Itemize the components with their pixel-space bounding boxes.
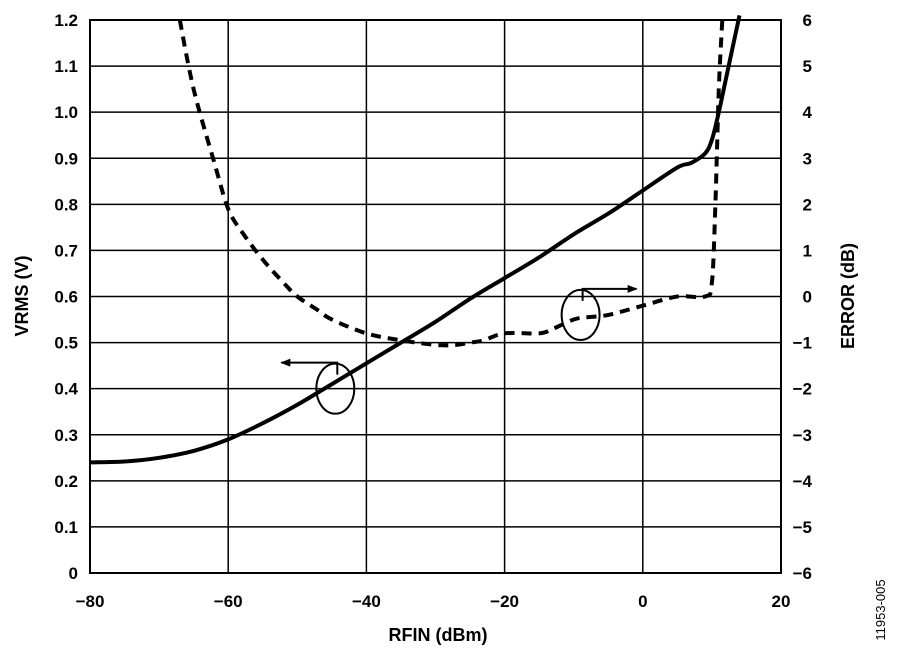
x-tick-label: 0 — [638, 592, 647, 611]
y2-tick-label: 2 — [803, 195, 812, 214]
y2-tick-label: 1 — [803, 241, 812, 260]
arrow-left-icon — [280, 358, 339, 375]
y2-tick-label: −5 — [793, 518, 812, 537]
y-tick-label: 0.3 — [54, 426, 78, 445]
y-tick-label: 0.4 — [54, 380, 78, 399]
y2-tick-label: −3 — [793, 426, 812, 445]
plot-frame — [89, 19, 782, 574]
y-axis-title: VRMS (V) — [12, 255, 32, 336]
y-tick-label: 0 — [69, 564, 78, 583]
y2-tick-label: −2 — [793, 380, 812, 399]
x-tick-label: −80 — [76, 592, 105, 611]
y-axis-ticks: 0 0.1 0.2 0.3 0.4 0.5 0.6 0.7 0.8 0.9 1.0 1.1 1.2 — [54, 11, 78, 583]
y2-tick-label: −6 — [793, 564, 812, 583]
annotations — [280, 284, 638, 415]
y2-tick-label: 0 — [803, 288, 812, 307]
vrms-series-line — [89, 15, 742, 465]
y2-axis-title: ERROR (dB) — [838, 243, 858, 349]
y-tick-label: 0.1 — [54, 518, 78, 537]
y2-tick-label: 4 — [803, 103, 813, 122]
series-marker-ellipse — [560, 288, 601, 341]
x-tick-label: −60 — [214, 592, 243, 611]
y2-tick-label: −4 — [793, 472, 813, 491]
y-tick-label: 0.9 — [54, 149, 78, 168]
y-tick-label: 1.2 — [54, 11, 78, 30]
error-series-line — [177, 19, 725, 348]
x-tick-label: −20 — [490, 592, 519, 611]
y-tick-label: 1.1 — [54, 57, 78, 76]
x-axis-title: RFIN (dBm) — [389, 625, 488, 645]
figure-id: 11953-005 — [873, 579, 888, 640]
x-axis-ticks: −80 −60 −40 −20 0 20 — [76, 592, 791, 611]
y-tick-label: 0.8 — [54, 195, 78, 214]
y-tick-label: 0.6 — [54, 288, 78, 307]
y2-axis-ticks: −6 −5 −4 −3 −2 −1 0 1 2 3 4 5 6 — [793, 11, 813, 583]
arrow-right-icon — [581, 284, 638, 301]
y-tick-label: 0.7 — [54, 241, 78, 260]
series-group — [89, 15, 742, 465]
x-tick-label: −40 — [352, 592, 381, 611]
y2-tick-label: 3 — [803, 149, 812, 168]
y2-tick-label: 5 — [803, 57, 812, 76]
x-tick-label: 20 — [772, 592, 791, 611]
y2-tick-label: 6 — [803, 11, 812, 30]
y-tick-label: 0.5 — [54, 334, 78, 353]
y-tick-label: 0.2 — [54, 472, 78, 491]
y2-tick-label: −1 — [793, 334, 812, 353]
y-tick-label: 1.0 — [54, 103, 78, 122]
